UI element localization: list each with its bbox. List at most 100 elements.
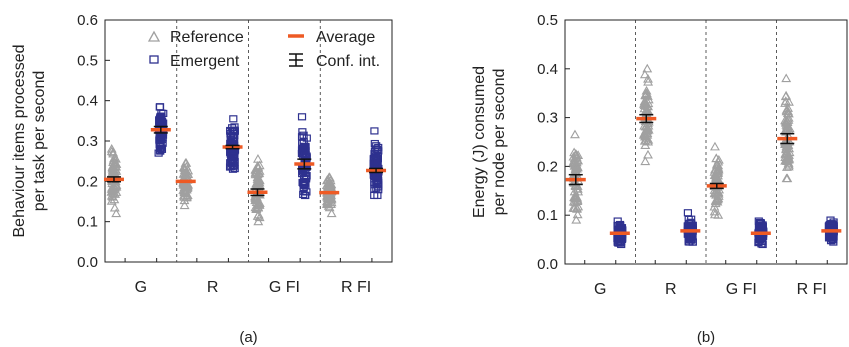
reference-point [709,206,720,216]
reference-point [251,191,262,201]
reference-point [713,154,724,164]
emergent-point [300,178,310,186]
reference-point [640,127,651,136]
reference-cluster [709,141,725,219]
reference-point [111,180,122,189]
emergent-point [229,151,238,159]
reference-cluster [250,154,265,226]
reference-point [639,69,650,79]
emergent-cluster [683,209,697,246]
legend: Reference Emergent Average Conf. int. [147,29,380,70]
reference-cluster [178,158,194,210]
legend-reference-symbol [147,30,161,42]
emergent-point [299,138,308,146]
reference-cluster [321,172,337,218]
reference-point [710,195,721,205]
y-tick-label: 0.0 [537,256,558,273]
category-label: R [207,279,219,296]
reference-point [640,140,651,149]
reference-point [643,149,653,159]
emergent-point [227,152,236,160]
reference-cluster [779,73,795,183]
legend-emergent-label: Emergent [170,53,240,70]
reference-point [253,199,264,208]
reference-point [179,186,190,195]
reference-point [568,151,579,161]
emergent-point [826,237,836,245]
emergent-point [828,220,837,228]
y-tick-label: 0.3 [537,110,558,127]
reference-point [572,209,583,219]
reference-point [569,202,580,212]
y-tick-label: 0.1 [77,214,98,231]
emergent-point [374,143,383,152]
reference-point [109,202,120,212]
reference-point [253,202,264,212]
emergent-point [156,147,165,155]
reference-point [254,166,265,175]
reference-point [253,209,264,219]
emergent-point [156,136,165,144]
reference-point [253,216,264,226]
reference-point [571,214,582,224]
y-tick-label: 0.3 [77,133,98,150]
emergent-point [229,115,238,123]
reference-point [641,88,652,98]
y-tick-label: 0.1 [537,207,558,224]
reference-point [643,76,654,86]
reference-point [781,173,792,183]
reference-point [710,198,721,208]
y-axis-label: Behaviour items processed [11,45,28,238]
panel-label: (b) [697,329,715,346]
emergent-point [300,151,310,159]
emergent-point [226,126,235,135]
reference-point [111,208,122,218]
reference-point [643,101,654,111]
category-label: G FI [269,279,300,296]
reference-point [781,126,792,136]
reference-point [181,180,192,190]
reference-point [642,63,653,73]
reference-point [180,158,191,167]
emergent-point [826,232,835,240]
reference-point [782,137,793,146]
y-tick-label: 0.2 [77,173,98,190]
reference-point [572,161,583,171]
reference-point [570,149,581,158]
emergent-point [299,179,308,187]
emergent-point [373,145,382,154]
reference-point [710,141,720,151]
reference-point [109,153,120,163]
emergent-point [615,220,625,229]
emergent-point [228,127,238,135]
y-axis-label: per node per second [491,69,508,216]
reference-point [183,179,194,189]
reference-point [709,201,720,211]
emergent-cluster [225,115,240,173]
reference-cluster [638,63,654,166]
y-tick-label: 0.5 [77,52,98,69]
category-label: R [665,281,677,298]
reference-point [783,112,794,122]
reference-point [571,192,582,201]
reference-point [641,85,652,95]
reference-point [711,185,722,194]
reference-point [643,136,654,146]
category-label: G [135,279,147,296]
emergent-point [298,128,307,136]
reference-point [643,73,653,83]
category-label: G FI [726,281,757,298]
emergent-point [297,133,307,141]
reference-point [326,199,336,209]
emergent-point [370,181,379,189]
emergent-point [687,232,697,240]
reference-point [324,180,335,190]
category-label: R FI [797,281,827,298]
reference-point [781,105,792,114]
reference-point [781,73,792,83]
emergent-point [617,235,627,243]
reference-point [570,164,581,174]
reference-point [326,208,337,218]
legend-emergent-symbol [149,55,159,64]
